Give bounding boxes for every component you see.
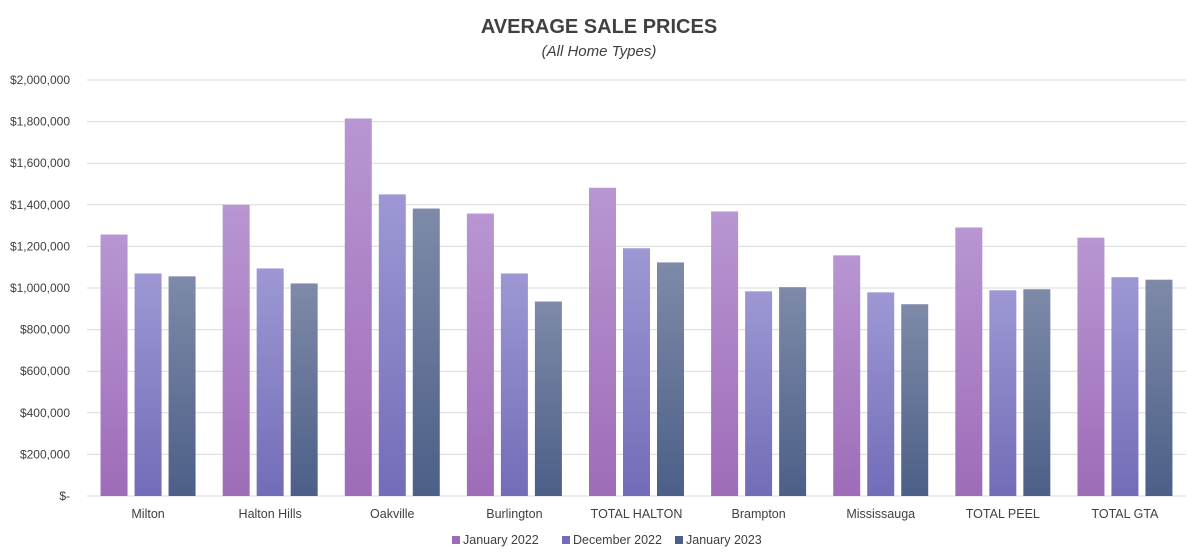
legend: January 2022 December 2022 January 2023 — [452, 533, 762, 547]
chart-subtitle: (All Home Types) — [542, 43, 657, 60]
x-category-label: Burlington — [486, 507, 542, 521]
bar-january-2023 — [534, 301, 562, 496]
bar-december-2022 — [989, 290, 1017, 496]
legend-label: January 2023 — [686, 533, 762, 547]
legend-swatch — [452, 536, 460, 544]
bar-december-2022 — [745, 291, 773, 496]
y-tick-label: $200,000 — [20, 447, 70, 461]
bar-january-2022 — [711, 211, 739, 496]
y-tick-label: $- — [59, 489, 70, 503]
y-axis-ticks: $- $200,000 $400,000 $600,000 $800,000 $1,000… — [10, 73, 70, 503]
legend-label: January 2022 — [463, 533, 539, 547]
bar-january-2022 — [955, 227, 983, 497]
x-category-label: Oakville — [370, 507, 415, 521]
bar-january-2022 — [222, 204, 250, 497]
bar-january-2023 — [290, 283, 318, 496]
bar-december-2022 — [623, 248, 650, 496]
bar-january-2022 — [466, 213, 494, 496]
x-axis-categories: Milton Halton Hills Oakville Burlington TOTA… — [131, 507, 1159, 521]
legend-swatch — [675, 536, 683, 544]
x-category-label: TOTAL HALTON — [591, 507, 683, 521]
bar-january-2023 — [657, 262, 684, 496]
bar-december-2022 — [500, 273, 528, 496]
legend-label: December 2022 — [573, 533, 662, 547]
bar-january-2022 — [344, 118, 372, 496]
bar-january-2022 — [833, 255, 861, 496]
bar-december-2022 — [256, 268, 284, 496]
x-category-label: Halton Hills — [239, 507, 302, 521]
bar-january-2023 — [901, 304, 929, 496]
bar-january-2023 — [412, 208, 440, 496]
y-tick-label: $1,200,000 — [10, 239, 70, 253]
y-tick-label: $1,000,000 — [10, 281, 70, 295]
legend-swatch — [562, 536, 570, 544]
y-tick-label: $2,000,000 — [10, 73, 70, 87]
bar-january-2023 — [1145, 279, 1173, 496]
y-tick-label: $600,000 — [20, 364, 70, 378]
x-category-label: Brampton — [732, 507, 786, 521]
bar-january-2023 — [1023, 289, 1051, 496]
bars — [100, 118, 1173, 497]
x-category-label: TOTAL PEEL — [966, 507, 1040, 521]
bar-december-2022 — [134, 273, 162, 496]
y-tick-label: $1,600,000 — [10, 156, 70, 170]
y-tick-label: $800,000 — [20, 323, 70, 337]
x-category-label: Mississauga — [846, 507, 915, 521]
bar-january-2022 — [1077, 237, 1105, 496]
bar-january-2023 — [779, 287, 807, 496]
y-tick-label: $1,400,000 — [10, 198, 70, 212]
x-category-label: TOTAL GTA — [1091, 507, 1159, 521]
y-tick-label: $400,000 — [20, 406, 70, 420]
bar-january-2022 — [100, 234, 128, 496]
bar-january-2023 — [168, 276, 196, 496]
bar-december-2022 — [1111, 277, 1139, 496]
y-tick-label: $1,800,000 — [10, 115, 70, 129]
bar-december-2022 — [867, 292, 895, 496]
bar-december-2022 — [378, 194, 406, 496]
x-category-label: Milton — [131, 507, 164, 521]
chart-title: AVERAGE SALE PRICES — [481, 16, 717, 38]
bar-january-2022 — [589, 187, 616, 496]
